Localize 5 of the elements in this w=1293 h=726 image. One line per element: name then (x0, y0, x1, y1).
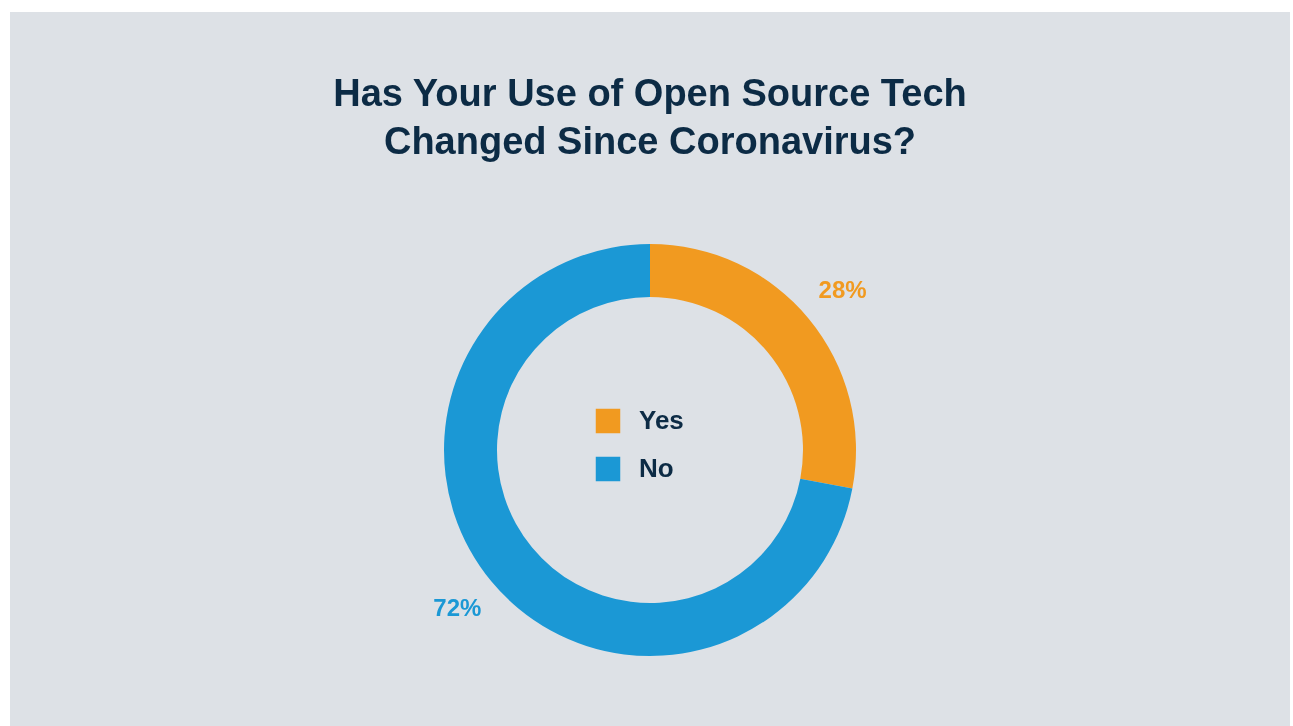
data-label: 28% (818, 275, 867, 303)
data-label: 72% (433, 594, 482, 622)
legend-label: No (639, 453, 674, 483)
chart-title: Has Your Use of Open Source Tech Changed Since Coronavirus? (333, 72, 967, 162)
legend-label: Yes (639, 405, 684, 435)
